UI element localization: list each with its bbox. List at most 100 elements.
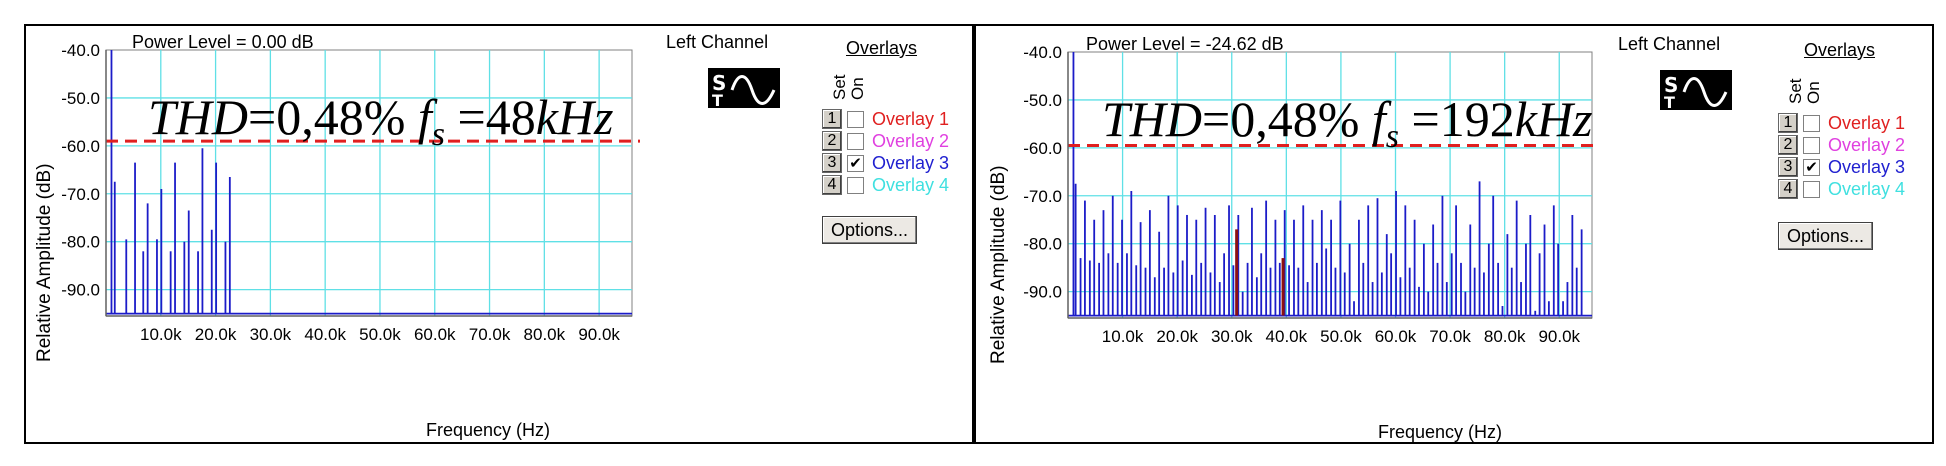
x-tick-label: 10.0k	[1102, 327, 1144, 346]
overlay-set-button[interactable]: 3	[1778, 157, 1798, 177]
overlay-on-checkbox[interactable]	[1803, 114, 1820, 132]
fs-rate: 192	[1439, 91, 1515, 147]
y-tick-label: -80.0	[61, 233, 100, 252]
x-tick-label: 60.0k	[414, 325, 456, 344]
svg-text:T: T	[712, 91, 723, 108]
overlay-set-button[interactable]: 4	[822, 175, 842, 195]
overlay-set-button[interactable]: 1	[822, 109, 842, 129]
x-tick-label: 90.0k	[578, 325, 620, 344]
fs-unit: kHz	[535, 89, 614, 145]
overlay-on-checkbox[interactable]	[847, 110, 864, 128]
fs-rate: 48	[485, 89, 536, 145]
app-logo-icon: S T	[1660, 70, 1732, 112]
y-tick-label: -40.0	[61, 41, 100, 60]
spectrum-panel-48k: Power Level = 0.00 dB Left Channel 10.0k…	[24, 24, 974, 444]
overlay-row: 1 Overlay 1	[1778, 112, 1905, 134]
options-button[interactable]: Options...	[822, 216, 918, 244]
set-column-label: Set	[830, 74, 849, 100]
fs-unit: kHz	[1514, 91, 1593, 147]
overlay-row: 3 ✔ Overlay 3	[1778, 156, 1905, 178]
overlay-name-label: Overlay 2	[1828, 134, 1906, 155]
overlay-set-button[interactable]: 2	[822, 131, 842, 151]
overlay-set-button[interactable]: 2	[1778, 135, 1798, 155]
y-tick-label: -60.0	[61, 137, 100, 156]
overlay-name-label: Overlay 3	[872, 152, 950, 173]
svg-text:T: T	[1664, 93, 1675, 110]
fs-eq: =	[1411, 91, 1440, 147]
spectrum-plot: 10.0k 20.0k 30.0k 40.0k 50.0k 60.0k 70.0k 80.0k…	[1023, 43, 1600, 346]
overlay-name-label: Overlay 4	[1828, 178, 1906, 199]
channel-label: Left Channel	[1618, 34, 1721, 54]
y-axis-label: Relative Amplitude (dB)	[34, 163, 55, 362]
x-tick-label: 40.0k	[1266, 327, 1308, 346]
overlay-row: 2 Overlay 2	[822, 130, 949, 152]
svg-text:S: S	[1664, 73, 1678, 97]
overlay-row: 4 Overlay 4	[822, 174, 949, 196]
power-level-label: Power Level = 0.00 dB	[132, 32, 314, 52]
x-tick-label: 50.0k	[359, 325, 401, 344]
x-tick-label: 10.0k	[140, 325, 182, 344]
x-tick-label: 80.0k	[1484, 327, 1526, 346]
overlay-on-checkbox[interactable]: ✔	[847, 154, 864, 172]
thd-eq: =	[1202, 91, 1231, 147]
overlay-name-label: Overlay 4	[872, 174, 950, 195]
fs-subscript: s	[431, 116, 446, 153]
x-tick-label: 30.0k	[1211, 327, 1253, 346]
y-tick-label: -90.0	[1023, 283, 1062, 302]
x-tick-label: 20.0k	[195, 325, 237, 344]
y-tick-label: -80.0	[1023, 235, 1062, 254]
x-tick-label: 60.0k	[1375, 327, 1417, 346]
thd-eq: =	[248, 89, 277, 145]
y-tick-label: -50.0	[61, 89, 100, 108]
overlays-title: Overlays	[846, 38, 918, 58]
set-column-label: Set	[1786, 78, 1805, 104]
overlay-row: 3 ✔ Overlay 3	[822, 152, 949, 174]
x-tick-label: 70.0k	[469, 325, 511, 344]
overlay-row: 4 Overlay 4	[1778, 178, 1905, 200]
fs-subscript: s	[1385, 118, 1400, 155]
thd-value: 0,48%	[1230, 91, 1360, 147]
overlay-name-label: Overlay 1	[1828, 112, 1906, 133]
overlay-name-label: Overlay 3	[1828, 156, 1906, 177]
channel-label: Left Channel	[666, 32, 769, 52]
x-tick-label: 50.0k	[1320, 327, 1362, 346]
overlay-set-button[interactable]: 3	[822, 153, 842, 173]
overlay-row: 1 Overlay 1	[822, 108, 949, 130]
thd-value: 0,48%	[276, 89, 406, 145]
overlays-panel: Overlays Set On 1 Overlay 1 2 Overlay 2 3 ✔ Ov…	[1772, 26, 1922, 326]
y-tick-label: -70.0	[1023, 187, 1062, 206]
thd-lhs: THD	[148, 89, 249, 145]
x-tick-label: 80.0k	[524, 325, 566, 344]
overlay-set-button[interactable]: 1	[1778, 113, 1798, 133]
on-column-label: On	[848, 77, 867, 100]
y-tick-label: -70.0	[61, 185, 100, 204]
x-tick-label: 30.0k	[250, 325, 292, 344]
x-tick-label: 90.0k	[1538, 327, 1580, 346]
x-tick-label: 20.0k	[1156, 327, 1198, 346]
spectrum-plot: 10.0k 20.0k 30.0k 40.0k 50.0k 60.0k 70.0k 80.0k…	[61, 41, 640, 344]
overlay-on-checkbox[interactable]	[847, 176, 864, 194]
y-tick-label: -50.0	[1023, 91, 1062, 110]
y-tick-label: -60.0	[1023, 139, 1062, 158]
x-tick-label: 70.0k	[1429, 327, 1471, 346]
overlays-panel: Overlays Set On 1 Overlay 1 2 Overlay 2 3 ✔ Ov…	[816, 26, 966, 326]
overlay-row: 2 Overlay 2	[1778, 134, 1905, 156]
thd-annotation: THD=0,48% fs =48kHz	[148, 88, 614, 154]
x-tick-label: 40.0k	[304, 325, 346, 344]
overlay-name-label: Overlay 1	[872, 108, 950, 129]
spectrum-panel-192k: Power Level = -24.62 dB Left Channel 10.…	[974, 24, 1934, 444]
overlay-on-checkbox[interactable]	[847, 132, 864, 150]
y-tick-label: -40.0	[1023, 43, 1062, 62]
overlay-set-button[interactable]: 4	[1778, 179, 1798, 199]
thd-annotation: THD=0,48% fs =192kHz	[1102, 90, 1593, 156]
overlay-name-label: Overlay 2	[872, 130, 950, 151]
overlay-on-checkbox[interactable]	[1803, 180, 1820, 198]
y-tick-label: -90.0	[61, 281, 100, 300]
options-button[interactable]: Options...	[1778, 222, 1874, 250]
y-axis-label: Relative Amplitude (dB)	[988, 165, 1009, 364]
app-logo-icon: S T	[708, 68, 780, 110]
overlay-on-checkbox[interactable]	[1803, 136, 1820, 154]
overlay-on-checkbox[interactable]: ✔	[1803, 158, 1820, 176]
on-column-label: On	[1804, 81, 1823, 104]
overlays-title: Overlays	[1804, 40, 1876, 60]
